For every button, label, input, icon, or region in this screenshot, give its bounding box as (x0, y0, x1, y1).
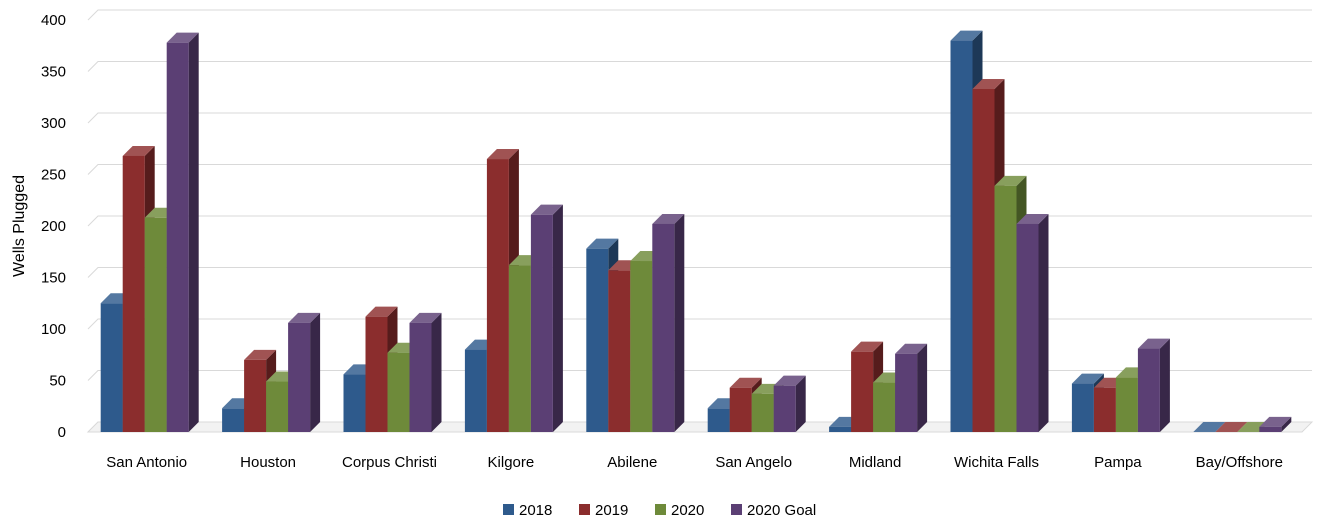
gridline (87, 61, 1312, 72)
gridline (87, 318, 1312, 330)
gridline (87, 112, 1312, 124)
gridline (87, 9, 1312, 21)
y-axis-label: Wells Plugged (11, 175, 28, 277)
bar (1016, 213, 1049, 432)
bar (288, 312, 321, 432)
y-tick-label: 350 (41, 64, 66, 81)
legend-label: 2020 (671, 502, 704, 519)
legend-swatch (731, 504, 742, 515)
x-category-label: Corpus Christi (342, 454, 437, 471)
x-category-label: Kilgore (488, 454, 535, 471)
bar (530, 204, 563, 432)
gridlines (87, 9, 1312, 433)
legend-swatch (503, 504, 514, 515)
y-tick-label: 300 (41, 115, 66, 132)
bar (652, 213, 685, 432)
legend-swatch (579, 504, 590, 515)
gridline (87, 164, 1312, 175)
bar (773, 375, 806, 432)
y-axis-ticks: 0 50 100 150 200 250 300 350 400 (41, 12, 66, 441)
legend: 2018 2019 2020 2020 Goal (503, 502, 816, 519)
x-category-label: San Angelo (715, 454, 792, 471)
y-tick-label: 50 (49, 373, 66, 390)
bar (895, 343, 928, 432)
legend-label: 2018 (519, 502, 552, 519)
x-axis-categories: San Antonio Houston Corpus Christi Kilgore A… (106, 454, 1283, 471)
y-tick-label: 100 (41, 321, 66, 338)
bar (1193, 422, 1226, 432)
bar (1259, 416, 1292, 432)
legend-item: 2020 Goal (731, 502, 816, 519)
legend-swatch (655, 504, 666, 515)
x-category-label: Abilene (607, 454, 657, 471)
bar (1215, 422, 1248, 432)
y-tick-label: 0 (58, 424, 66, 441)
y-tick-label: 150 (41, 270, 66, 287)
bar-series (100, 30, 1292, 433)
x-category-label: San Antonio (106, 454, 187, 471)
y-tick-label: 250 (41, 167, 66, 184)
x-category-label: Wichita Falls (954, 454, 1039, 471)
legend-label: 2020 Goal (747, 502, 816, 519)
bar (1137, 338, 1170, 432)
x-category-label: Houston (240, 454, 296, 471)
legend-item: 2019 (579, 502, 628, 519)
legend-item: 2020 (655, 502, 704, 519)
x-category-label: Pampa (1094, 454, 1142, 471)
legend-item: 2018 (503, 502, 552, 519)
gridline (87, 267, 1312, 278)
bar (166, 32, 199, 432)
x-category-label: Midland (849, 454, 902, 471)
gridline (87, 215, 1312, 227)
y-tick-label: 200 (41, 218, 66, 235)
bar (409, 312, 442, 432)
y-tick-label: 400 (41, 12, 66, 29)
legend-label: 2019 (595, 502, 628, 519)
x-category-label: Bay/Offshore (1196, 454, 1283, 471)
